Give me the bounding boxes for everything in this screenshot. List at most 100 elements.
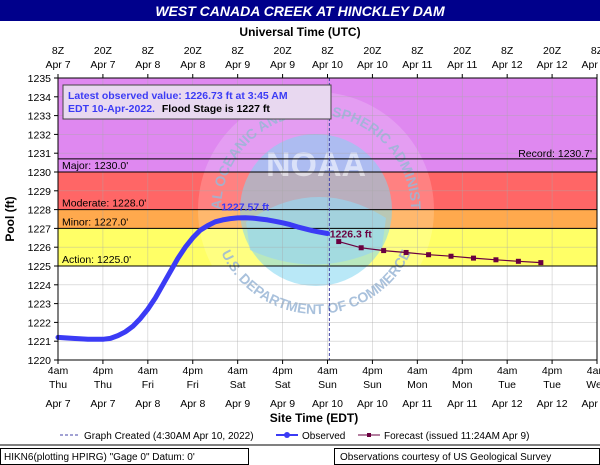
threshold-label-minor: Minor: 1227.0' <box>62 216 128 228</box>
forecast-point <box>403 249 409 255</box>
top-tick-time: 8Z <box>142 45 155 57</box>
footer-datum: HIKN6(plotting HPIRG) "Gage 0" Datum: 0' <box>4 452 195 463</box>
y-tick-label: 1224 <box>28 280 52 292</box>
top-tick-date: Apr 12 <box>537 59 568 71</box>
observed-series-line <box>55 215 330 342</box>
y-tick-label: 1228 <box>28 205 52 217</box>
y-tick-label: 1221 <box>28 336 52 348</box>
forecast-point <box>538 260 544 266</box>
top-tick-time: 8Z <box>321 45 334 57</box>
y-tick-label: 1229 <box>28 186 52 198</box>
bottom-tick-day: Wed <box>586 379 600 391</box>
bottom-tick-time: 4am <box>227 365 248 377</box>
bottom-axis-title: Site Time (EDT) <box>270 411 358 425</box>
bottom-tick-time: 4am <box>407 365 428 377</box>
observed-peak-label: 1227.57 ft <box>221 202 269 214</box>
bottom-tick-date: Apr 9 <box>225 398 250 410</box>
top-tick-time: 20Z <box>453 45 472 57</box>
bottom-tick-day: Fri <box>142 379 154 391</box>
y-tick-label: 1231 <box>28 148 52 160</box>
legend-created-label: Graph Created (4:30AM Apr 10, 2022) <box>84 431 254 442</box>
bottom-tick-date: Apr 11 <box>447 398 477 410</box>
top-tick-time: 8Z <box>501 45 514 57</box>
forecast-series-line <box>338 241 541 264</box>
bottom-tick-time: 4am <box>48 365 69 377</box>
forecast-point <box>426 252 432 258</box>
forecast-point <box>515 258 521 264</box>
y-tick-label: 1234 <box>28 92 52 104</box>
y-tick-label: 1226 <box>28 242 52 254</box>
y-tick-label: 1230 <box>28 167 52 179</box>
y-tick-label: 1227 <box>28 223 52 235</box>
top-tick-date: Apr 11 <box>447 59 477 71</box>
top-tick-date: Apr 9 <box>225 59 250 71</box>
bottom-tick-time: 4pm <box>93 365 114 377</box>
bottom-tick-day: Tue <box>498 379 516 391</box>
top-tick-date: Apr 11 <box>402 59 432 71</box>
latest-value-line1: Latest observed value: 1226.73 ft at 3:4… <box>68 90 288 102</box>
top-tick-date: Apr 8 <box>180 59 205 71</box>
y-tick-label: 1222 <box>28 317 52 329</box>
y-tick-label: 1232 <box>28 129 52 141</box>
forecast-point <box>336 239 342 245</box>
top-tick-date: Apr 8 <box>135 59 160 71</box>
top-tick-date: Apr 13 <box>582 59 600 71</box>
forecast-point <box>358 245 364 251</box>
y-axis-title: Pool (ft) <box>3 196 17 241</box>
series-layer: 1227.57 ft 1226.3 ft <box>55 78 544 360</box>
latest-value-line2: EDT 10-Apr-2022. Flood Stage is 1227 ft <box>68 103 270 115</box>
forecast-point <box>493 257 499 263</box>
bottom-tick-date: Apr 12 <box>492 398 523 410</box>
chart-title: WEST CANADA CREEK AT HINCKLEY DAM <box>155 3 445 19</box>
legend-observed-marker <box>284 432 290 438</box>
top-tick-date: Apr 9 <box>270 59 295 71</box>
bottom-tick-date: Apr 8 <box>135 398 160 410</box>
bottom-tick-date: Apr 8 <box>180 398 205 410</box>
bottom-tick-day: Mon <box>452 379 473 391</box>
bottom-tick-time: 4pm <box>542 365 563 377</box>
bottom-tick-time: 4am <box>587 365 600 377</box>
top-tick-time: 8Z <box>411 45 424 57</box>
threshold-label-record: Record: 1230.7' <box>518 148 592 160</box>
y-tick-label: 1233 <box>28 111 52 123</box>
forecast-first-label: 1226.3 ft <box>330 229 373 241</box>
top-tick-date: Apr 7 <box>90 59 115 71</box>
bottom-tick-time: 4pm <box>362 365 383 377</box>
forecast-point <box>448 253 454 259</box>
top-tick-date: Apr 7 <box>45 59 70 71</box>
bottom-tick-time: 4pm <box>183 365 204 377</box>
bottom-tick-day: Sat <box>275 379 291 391</box>
top-tick-time: 20Z <box>94 45 113 57</box>
y-tick-label: 1235 <box>28 73 52 85</box>
bottom-tick-date: Apr 10 <box>312 398 343 410</box>
top-axis-title: Universal Time (UTC) <box>239 25 360 39</box>
bottom-tick-day: Thu <box>94 379 112 391</box>
bottom-tick-date: Apr 12 <box>537 398 568 410</box>
top-tick-date: Apr 10 <box>312 59 343 71</box>
legend-forecast-marker <box>367 433 371 437</box>
bottom-tick-time: 4pm <box>452 365 473 377</box>
top-tick-time: 20Z <box>363 45 382 57</box>
y-tick-label: 1225 <box>28 261 52 273</box>
legend-forecast-label: Forecast (issued 11:24AM Apr 9) <box>384 431 529 442</box>
top-tick-date: Apr 12 <box>492 59 523 71</box>
threshold-lines: Record: 1230.7' Major: 1230.0' Moderate: 1… <box>58 148 597 267</box>
threshold-label-moderate: Moderate: 1228.0' <box>62 198 146 210</box>
top-tick-time: 20Z <box>543 45 562 57</box>
legend-observed-label: Observed <box>302 431 345 442</box>
forecast-point <box>381 248 387 254</box>
top-tick-time: 8Z <box>591 45 600 57</box>
bottom-tick-date: Apr 10 <box>357 398 388 410</box>
bottom-tick-date: Apr 7 <box>90 398 115 410</box>
threshold-label-major: Major: 1230.0' <box>62 160 128 172</box>
top-tick-date: Apr 10 <box>357 59 388 71</box>
top-tick-time: 8Z <box>232 45 245 57</box>
bottom-tick-day: Tue <box>543 379 561 391</box>
bottom-tick-date: Apr 11 <box>402 398 432 410</box>
bottom-tick-time: 4am <box>497 365 518 377</box>
y-tick-label: 1220 <box>28 355 52 367</box>
bottom-tick-day: Thu <box>49 379 67 391</box>
top-tick-time: 8Z <box>52 45 65 57</box>
axis-labels: 1220 1221 1222 1223 1224 1225 1226 1227 1228 1229… <box>28 45 600 410</box>
